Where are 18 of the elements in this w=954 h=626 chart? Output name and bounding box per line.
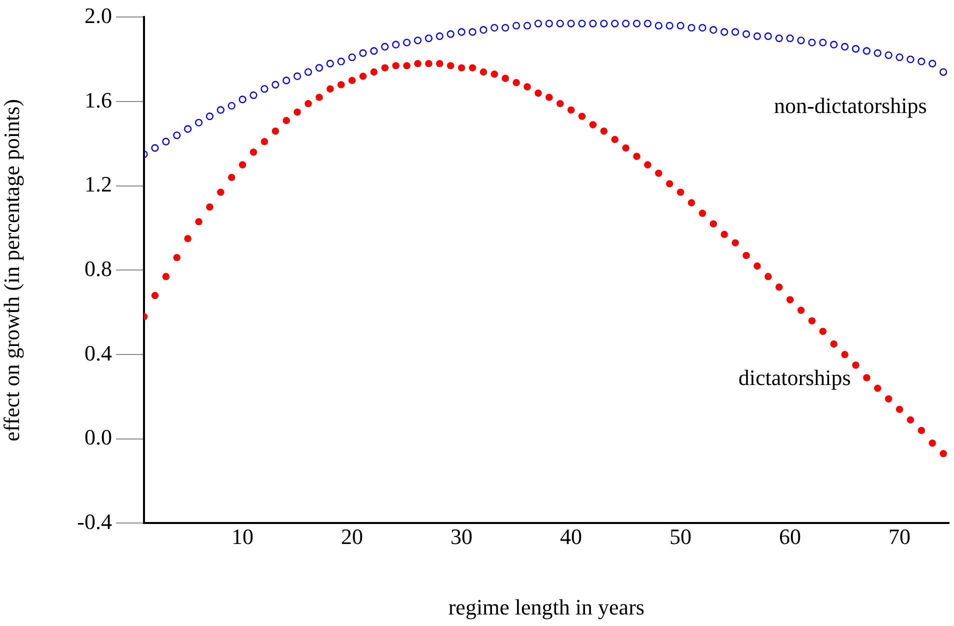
- series-label: dictatorships: [738, 364, 851, 390]
- x-tick-label: 60: [779, 524, 802, 550]
- y-tick-label: 0.0: [84, 424, 112, 450]
- y-tick-label: 0.4: [84, 340, 112, 366]
- x-tick-label: 20: [341, 524, 364, 550]
- x-tick-label: 10: [232, 524, 254, 550]
- y-tick-label: 2.0: [84, 2, 112, 28]
- y-tick-label: 0.8: [84, 256, 112, 281]
- x-tick-label: 70: [888, 524, 911, 550]
- y-axis-title: effect on growth (in percentage points): [0, 99, 24, 442]
- x-tick-label: 50: [670, 524, 692, 550]
- series-label: non-dictatorships: [774, 92, 927, 118]
- y-tick-label: -0.4: [77, 508, 112, 534]
- y-tick-label: 1.2: [84, 172, 112, 197]
- x-tick-label: 40: [560, 524, 582, 550]
- y-tick-label: 1.6: [84, 87, 112, 112]
- x-axis-title: regime length in years: [448, 594, 644, 620]
- x-tick-label: 30: [450, 524, 473, 550]
